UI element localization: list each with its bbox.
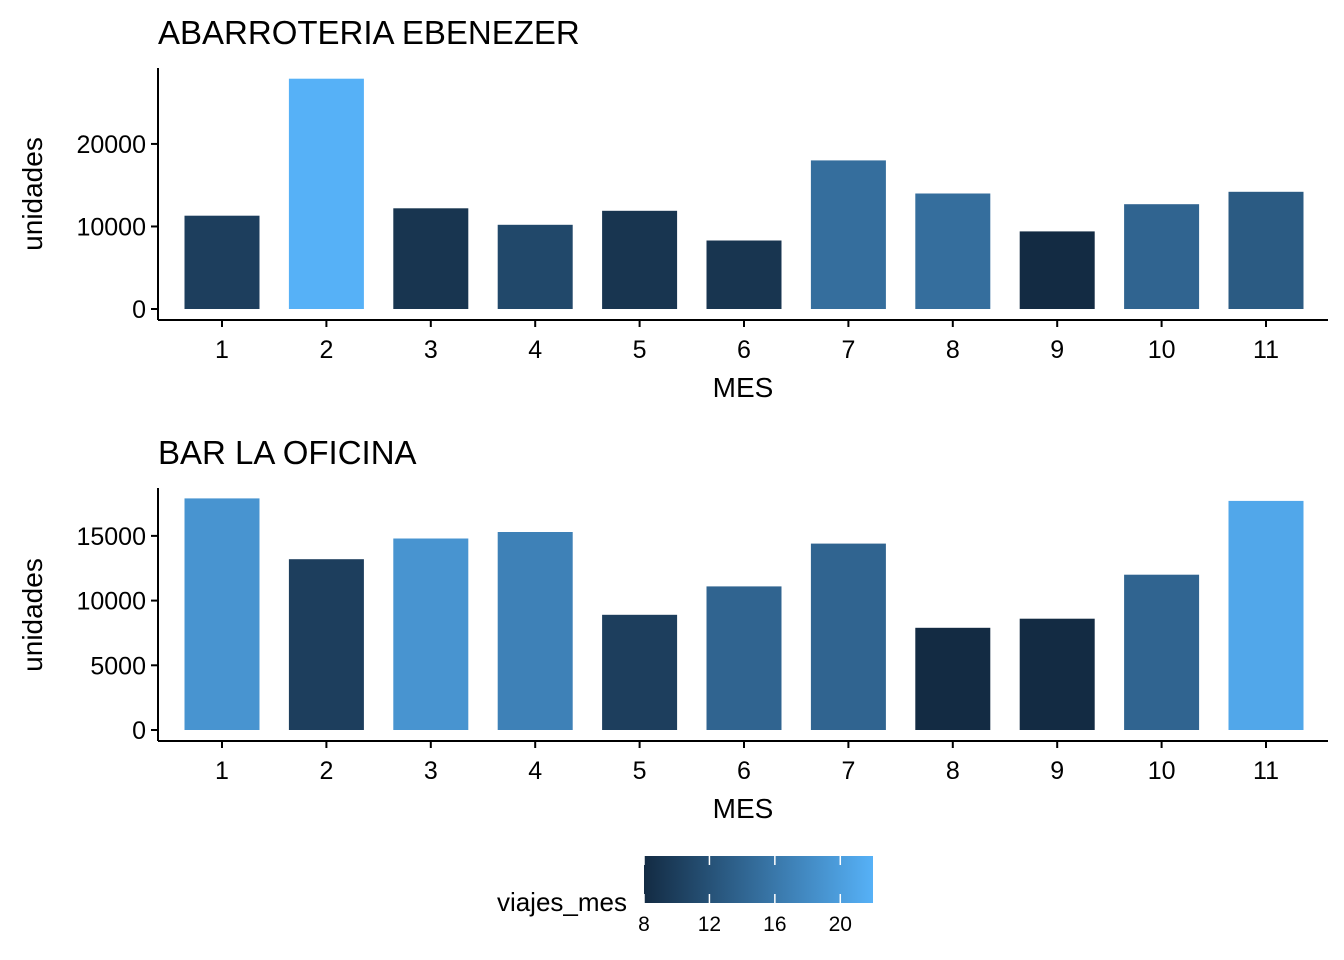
panel-1-x-ticks: 1 2 3 4 5 6 7 8 9 10 11 [215,320,1279,364]
bar-mes-9 [1019,231,1095,309]
x-tick-label: 10 [1148,757,1176,785]
bar-mes-10 [1124,204,1200,309]
bar-mes-1 [184,498,260,730]
panel-1-title: ABARROTERIA EBENEZER [158,14,580,51]
legend-tick-label: 8 [638,913,650,936]
x-tick-label: 4 [528,336,542,364]
panel-2-title: BAR LA OFICINA [158,434,417,471]
x-tick-label: 6 [737,336,751,364]
bar-mes-7 [810,543,886,730]
color-legend: viajes_mes 8 12 16 20 [497,856,873,936]
x-tick-label: 2 [319,757,333,785]
bars-group-1 [184,78,1304,309]
panel-abarroteria: ABARROTERIA EBENEZER 0 10000 20000 1 2 3 4 5 6 7… [17,14,1328,403]
y-tick-label: 5000 [90,652,146,680]
y-tick-label: 20000 [76,131,146,159]
x-tick-label: 2 [319,336,333,364]
y-tick-label: 0 [132,296,146,324]
legend-colorbar [644,856,873,903]
bar-mes-7 [810,160,886,309]
x-tick-label: 10 [1148,336,1176,364]
x-tick-label: 3 [424,336,438,364]
bar-mes-4 [497,532,573,730]
x-tick-label: 6 [737,757,751,785]
x-tick-label: 4 [528,757,542,785]
bar-mes-2 [288,78,364,309]
bar-mes-10 [1124,574,1200,730]
x-tick-label: 11 [1253,757,1279,785]
x-tick-label: 9 [1050,757,1064,785]
panel-2-x-axis-title: MES [713,793,774,824]
bar-mes-3 [393,538,469,730]
bar-mes-6 [706,240,782,309]
x-tick-label: 1 [215,336,229,364]
x-tick-label: 7 [841,336,855,364]
y-tick-label: 10000 [76,588,146,616]
legend-tick-label: 20 [829,913,852,936]
x-tick-label: 1 [215,757,229,785]
y-tick-label: 0 [132,717,146,745]
bar-mes-11 [1228,500,1304,730]
bars-group-2 [184,498,1304,730]
bar-mes-4 [497,224,573,309]
bar-mes-11 [1228,191,1304,309]
bar-mes-1 [184,215,260,309]
panel-2-y-axis-title: unidades [17,558,48,672]
panel-1-y-ticks: 0 10000 20000 [76,131,158,324]
x-tick-label: 7 [841,757,855,785]
x-tick-label: 3 [424,757,438,785]
x-tick-label: 5 [633,757,647,785]
legend-title: viajes_mes [497,887,627,917]
bar-mes-9 [1019,618,1095,730]
legend-ticks: 8 12 16 20 [638,856,852,936]
bar-mes-8 [915,627,991,730]
panel-1-x-axis-title: MES [713,372,774,403]
bar-mes-3 [393,208,469,309]
y-tick-label: 15000 [76,523,146,551]
x-tick-label: 9 [1050,336,1064,364]
panel-2-y-ticks: 0 5000 10000 15000 [76,523,158,745]
y-tick-label: 10000 [76,213,146,241]
panel-1-y-axis-title: unidades [17,137,48,251]
x-tick-label: 11 [1253,336,1279,364]
bar-mes-8 [915,193,991,309]
legend-tick-label: 12 [698,913,721,936]
bar-mes-5 [602,210,678,309]
bar-mes-5 [602,614,678,730]
bar-mes-2 [288,559,364,730]
bar-mes-6 [706,586,782,730]
x-tick-label: 8 [946,336,960,364]
panel-bar-la-oficina: BAR LA OFICINA 0 5000 10000 15000 1 2 3 4 5 6 7 8 9… [17,434,1328,824]
x-tick-label: 8 [946,757,960,785]
legend-tick-label: 16 [763,913,786,936]
panel-2-x-ticks: 1 2 3 4 5 6 7 8 9 10 11 [215,741,1279,785]
x-tick-label: 5 [633,336,647,364]
